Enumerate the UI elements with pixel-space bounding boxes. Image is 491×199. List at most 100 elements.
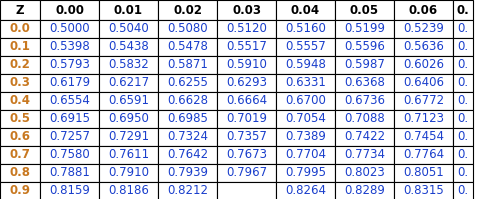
FancyBboxPatch shape — [453, 38, 473, 56]
FancyBboxPatch shape — [217, 0, 276, 20]
Text: 0.01: 0.01 — [114, 4, 143, 17]
FancyBboxPatch shape — [394, 146, 453, 164]
Text: 0.05: 0.05 — [350, 4, 379, 17]
FancyBboxPatch shape — [394, 182, 453, 199]
Text: 0.04: 0.04 — [291, 4, 320, 17]
FancyBboxPatch shape — [394, 110, 453, 128]
FancyBboxPatch shape — [276, 110, 335, 128]
Text: 0.: 0. — [458, 148, 468, 162]
Text: 0.2: 0.2 — [9, 59, 30, 71]
Text: 0.: 0. — [458, 41, 468, 54]
FancyBboxPatch shape — [217, 92, 276, 110]
FancyBboxPatch shape — [217, 164, 276, 182]
FancyBboxPatch shape — [40, 0, 99, 20]
FancyBboxPatch shape — [453, 146, 473, 164]
FancyBboxPatch shape — [276, 164, 335, 182]
FancyBboxPatch shape — [453, 164, 473, 182]
FancyBboxPatch shape — [453, 110, 473, 128]
Text: 0.6368: 0.6368 — [344, 76, 385, 90]
Text: 0.5636: 0.5636 — [403, 41, 444, 54]
FancyBboxPatch shape — [0, 74, 40, 92]
Text: 0.: 0. — [458, 167, 468, 179]
FancyBboxPatch shape — [335, 0, 394, 20]
Text: 0.6554: 0.6554 — [49, 95, 90, 107]
FancyBboxPatch shape — [0, 146, 40, 164]
Text: 0.: 0. — [458, 131, 468, 143]
Text: 0.7357: 0.7357 — [226, 131, 267, 143]
Text: 0.: 0. — [458, 112, 468, 126]
Text: 0.5040: 0.5040 — [108, 22, 149, 35]
FancyBboxPatch shape — [40, 20, 99, 38]
FancyBboxPatch shape — [0, 56, 40, 74]
Text: 0.9: 0.9 — [9, 184, 30, 197]
Text: 0.6950: 0.6950 — [108, 112, 149, 126]
Text: 0.6915: 0.6915 — [49, 112, 90, 126]
FancyBboxPatch shape — [99, 164, 158, 182]
Text: 0.7389: 0.7389 — [285, 131, 326, 143]
Text: 0.: 0. — [458, 76, 468, 90]
Text: 0.5160: 0.5160 — [285, 22, 326, 35]
Text: 0.7704: 0.7704 — [285, 148, 326, 162]
FancyBboxPatch shape — [99, 38, 158, 56]
FancyBboxPatch shape — [335, 128, 394, 146]
FancyBboxPatch shape — [158, 128, 217, 146]
Text: 0.7910: 0.7910 — [108, 167, 149, 179]
Text: 0.8264: 0.8264 — [285, 184, 326, 197]
Text: 0.7123: 0.7123 — [403, 112, 444, 126]
FancyBboxPatch shape — [99, 20, 158, 38]
Text: 0.8212: 0.8212 — [167, 184, 208, 197]
FancyBboxPatch shape — [40, 146, 99, 164]
FancyBboxPatch shape — [394, 92, 453, 110]
Text: 0.8023: 0.8023 — [344, 167, 385, 179]
Text: 0.02: 0.02 — [173, 4, 202, 17]
FancyBboxPatch shape — [276, 38, 335, 56]
Text: 0.7088: 0.7088 — [344, 112, 385, 126]
FancyBboxPatch shape — [394, 56, 453, 74]
Text: 0.7257: 0.7257 — [49, 131, 90, 143]
Text: 0.8289: 0.8289 — [344, 184, 385, 197]
FancyBboxPatch shape — [453, 128, 473, 146]
FancyBboxPatch shape — [335, 110, 394, 128]
FancyBboxPatch shape — [40, 110, 99, 128]
Text: 0.5478: 0.5478 — [167, 41, 208, 54]
FancyBboxPatch shape — [0, 92, 40, 110]
Text: 0.7642: 0.7642 — [167, 148, 208, 162]
Text: 0.00: 0.00 — [55, 4, 84, 17]
Text: 0.8: 0.8 — [9, 167, 30, 179]
Text: 0.5910: 0.5910 — [226, 59, 267, 71]
FancyBboxPatch shape — [99, 0, 158, 20]
FancyBboxPatch shape — [453, 92, 473, 110]
FancyBboxPatch shape — [276, 74, 335, 92]
Text: 0.5517: 0.5517 — [226, 41, 267, 54]
Text: 0.6736: 0.6736 — [344, 95, 385, 107]
Text: 0.0: 0.0 — [9, 22, 30, 35]
FancyBboxPatch shape — [217, 182, 276, 199]
Text: 0.7881: 0.7881 — [49, 167, 90, 179]
Text: Z: Z — [16, 4, 24, 17]
Text: 0.8159: 0.8159 — [49, 184, 90, 197]
Text: 0.5000: 0.5000 — [49, 22, 90, 35]
FancyBboxPatch shape — [158, 56, 217, 74]
Text: 0.5398: 0.5398 — [49, 41, 90, 54]
FancyBboxPatch shape — [335, 20, 394, 38]
FancyBboxPatch shape — [217, 38, 276, 56]
FancyBboxPatch shape — [276, 182, 335, 199]
FancyBboxPatch shape — [40, 56, 99, 74]
FancyBboxPatch shape — [394, 128, 453, 146]
FancyBboxPatch shape — [394, 0, 453, 20]
Text: 0.: 0. — [458, 22, 468, 35]
FancyBboxPatch shape — [394, 74, 453, 92]
Text: 0.6664: 0.6664 — [226, 95, 267, 107]
FancyBboxPatch shape — [0, 128, 40, 146]
FancyBboxPatch shape — [335, 146, 394, 164]
Text: 0.5557: 0.5557 — [285, 41, 326, 54]
Text: 0.6985: 0.6985 — [167, 112, 208, 126]
FancyBboxPatch shape — [99, 182, 158, 199]
FancyBboxPatch shape — [276, 56, 335, 74]
FancyBboxPatch shape — [453, 74, 473, 92]
Text: 0.1: 0.1 — [9, 41, 30, 54]
FancyBboxPatch shape — [99, 110, 158, 128]
FancyBboxPatch shape — [335, 164, 394, 182]
Text: 0.: 0. — [458, 184, 468, 197]
FancyBboxPatch shape — [158, 182, 217, 199]
